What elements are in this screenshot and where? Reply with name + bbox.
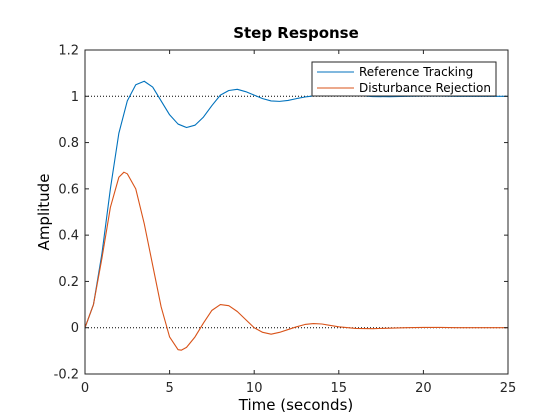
ticks-layer: 0 5 10 15 20 25-0.200.20.40.60.811.2 bbox=[54, 44, 517, 397]
y-tick-label: 0.2 bbox=[58, 275, 79, 290]
y-tick-label: 1.2 bbox=[58, 44, 79, 59]
plot-background bbox=[85, 50, 508, 374]
legend[interactable]: Reference Tracking Disturbance Rejection bbox=[311, 61, 497, 97]
legend-label-0: Reference Tracking bbox=[359, 65, 473, 79]
x-tick-label: 5 bbox=[165, 381, 173, 396]
chart-title: Step Response bbox=[233, 24, 359, 42]
y-tick-label: 0.8 bbox=[58, 136, 79, 151]
x-tick-label: 10 bbox=[246, 381, 263, 396]
legend-label-1: Disturbance Rejection bbox=[359, 81, 491, 95]
y-tick-label: 0.6 bbox=[58, 182, 79, 197]
y-tick-label: 0.4 bbox=[58, 229, 79, 244]
series-line-1 bbox=[84, 171, 508, 351]
x-tick-label: 25 bbox=[500, 381, 517, 396]
plot-frame bbox=[84, 49, 509, 375]
y-tick-label: 0 bbox=[71, 321, 79, 336]
x-tick-label: 0 bbox=[81, 381, 89, 396]
y-tick-label: -0.2 bbox=[54, 368, 79, 383]
x-tick-label: 20 bbox=[415, 381, 432, 396]
x-axis-label: Time (seconds) bbox=[238, 396, 354, 414]
x-tick-label: 15 bbox=[331, 381, 348, 396]
y-axis-label: Amplitude bbox=[35, 174, 53, 251]
y-tick-label: 1 bbox=[71, 90, 79, 105]
legend-box bbox=[311, 61, 497, 97]
